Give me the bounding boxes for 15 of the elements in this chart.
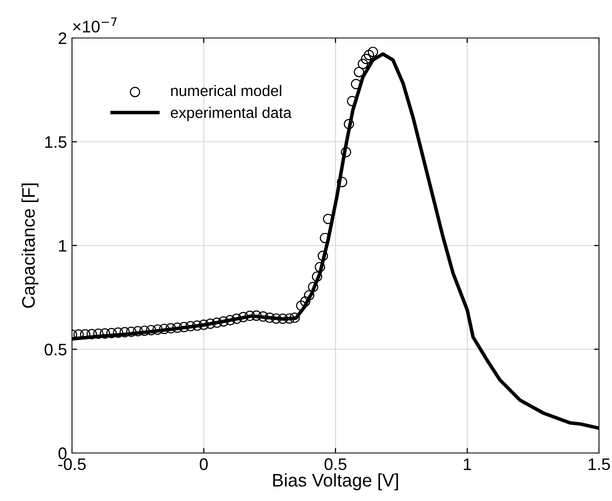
- x-tick-label: -0.5: [58, 458, 86, 470]
- x-tick-label: 1: [464, 458, 472, 470]
- y-axis-title: Capacitance [F]: [22, 184, 38, 308]
- y-tick-label: 0: [58, 447, 66, 460]
- x-tick-label: 0.5: [324, 458, 346, 470]
- x-tick-label: 1.5: [588, 458, 610, 470]
- x-tick-label: 0: [200, 458, 208, 470]
- y-tick-label: 2: [58, 32, 66, 44]
- x-axis-title: Bias Voltage [V]: [273, 473, 398, 490]
- legend-label: experimental data: [170, 106, 292, 122]
- text: ×10$^{−7}$: [73, 17, 117, 33]
- y-tick-label: 1: [59, 240, 66, 252]
- legend-label: numerical model: [171, 84, 282, 96]
- y-tick-label: 1.5: [45, 136, 66, 148]
- y-tick-label: 0.5: [44, 344, 66, 356]
